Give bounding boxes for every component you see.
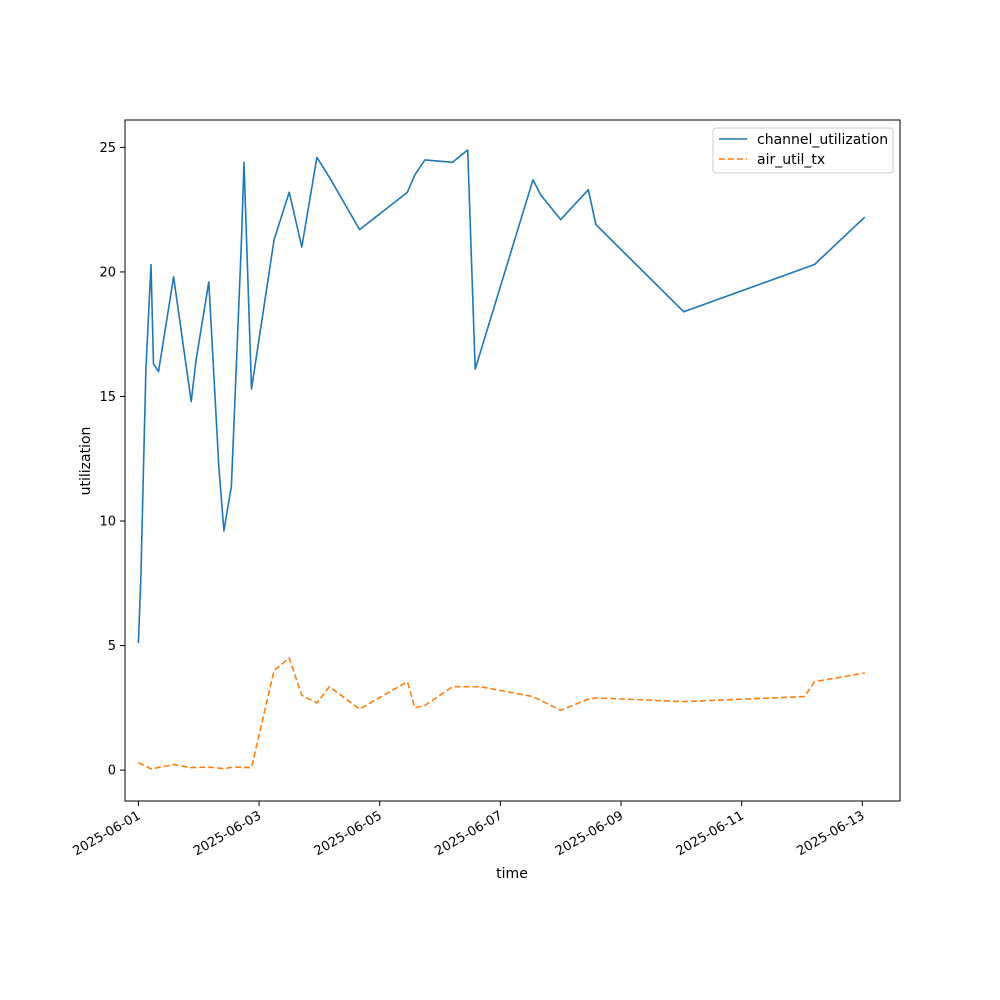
legend-box [712, 127, 894, 174]
series-line-air-util-tx [138, 657, 865, 770]
y-tick-label: 0 [108, 764, 116, 779]
y-tick-label: 20 [99, 265, 116, 280]
series-line-channel-utilization [137, 149, 866, 644]
legend: channel_utilization air_util_tx [712, 127, 894, 174]
y-tick-label: 10 [99, 515, 116, 530]
legend-label: air_util_tx [757, 152, 825, 168]
y-tick-label: 5 [108, 639, 116, 654]
y-axis: 0 5 10 15 20 25 [99, 141, 125, 779]
axes-frame [124, 119, 901, 802]
x-axis-label: time [496, 866, 528, 882]
y-axis-label: utilization [78, 427, 94, 496]
legend-label: channel_utilization [757, 132, 888, 148]
y-tick-label: 25 [99, 141, 116, 156]
series-layer [137, 149, 866, 770]
y-tick-label: 15 [99, 390, 116, 405]
